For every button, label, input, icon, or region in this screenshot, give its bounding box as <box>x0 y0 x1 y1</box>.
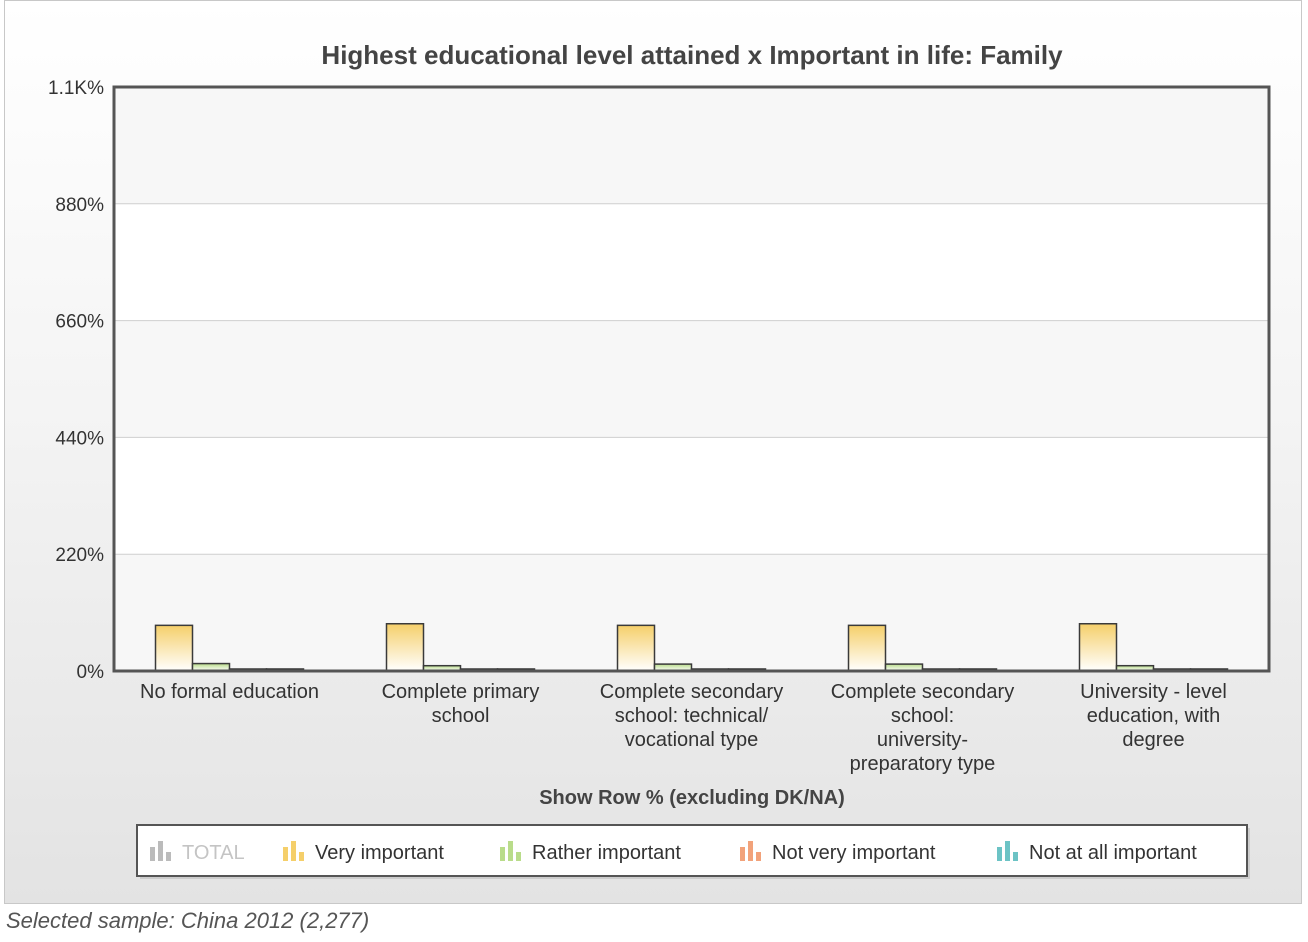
x-axis-label: Show Row % (excluding DK/NA) <box>539 787 845 809</box>
y-axis-ticks: 0% 220% 440% 660% 880% 1.1K% <box>48 78 104 683</box>
bar-very-important[interactable] <box>616 624 656 672</box>
gridlines <box>114 86 1269 672</box>
y-tick-label: 440% <box>55 428 104 449</box>
legend-label: Very important <box>315 842 444 864</box>
y-tick-label: 220% <box>55 545 104 566</box>
x-category-label: No formal education <box>140 681 319 703</box>
legend-label: Not at all important <box>1029 842 1197 864</box>
x-category-label: degree <box>1122 729 1184 751</box>
y-tick-label: 880% <box>55 195 104 216</box>
y-tick-label: 0% <box>77 662 105 683</box>
x-category-label: Complete secondary <box>831 681 1014 703</box>
x-category-label: school <box>432 705 490 727</box>
legend-label: Rather important <box>532 842 681 864</box>
legend-label: Not very important <box>772 842 936 864</box>
bar-chart-icon <box>283 841 304 861</box>
chart-title: Highest educational level attained x Imp… <box>321 40 1063 70</box>
legend-item-not-at-all-important[interactable]: Not at all important <box>997 841 1197 864</box>
legend-item-rather-important[interactable]: Rather important <box>500 841 681 864</box>
y-tick-label: 1.1K% <box>48 78 104 99</box>
legend-item-not-very-important[interactable]: Not very important <box>740 841 936 864</box>
x-category-label: university- <box>877 729 968 751</box>
sample-caption: Selected sample: China 2012 (2,277) <box>6 908 370 933</box>
legend-label: TOTAL <box>182 842 245 864</box>
chart-svg: Highest educational level attained x Imp… <box>48 40 1271 879</box>
bar-very-important[interactable] <box>847 624 887 672</box>
bar-chart-icon <box>500 841 521 861</box>
x-category-label: school: technical/ <box>615 705 769 727</box>
x-category-label: education, with <box>1087 705 1220 727</box>
plot-frame <box>112 85 1271 673</box>
x-category-label: University - level <box>1080 681 1227 703</box>
x-category-label: preparatory type <box>850 753 996 775</box>
bar-chart-icon <box>740 841 761 861</box>
bar-chart-icon <box>150 841 171 861</box>
x-category-label: Complete secondary <box>600 681 783 703</box>
bar-very-important[interactable] <box>154 624 194 672</box>
x-category-label: school: <box>891 705 954 727</box>
bar-chart-icon <box>997 841 1018 861</box>
bar-very-important[interactable] <box>385 622 425 672</box>
bar-very-important[interactable] <box>1078 622 1118 672</box>
legend-item-very-important[interactable]: Very important <box>283 841 444 864</box>
x-category-label: Complete primary <box>382 681 540 703</box>
x-category-label: vocational type <box>625 729 758 751</box>
y-tick-label: 660% <box>55 312 104 333</box>
legend: TOTAL Very important Rather important Not v… <box>136 824 1250 879</box>
legend-item-total[interactable]: TOTAL <box>150 841 245 864</box>
legend-box <box>136 824 1248 877</box>
x-axis-categories: No formal education Complete primaryschoo… <box>140 681 1227 775</box>
